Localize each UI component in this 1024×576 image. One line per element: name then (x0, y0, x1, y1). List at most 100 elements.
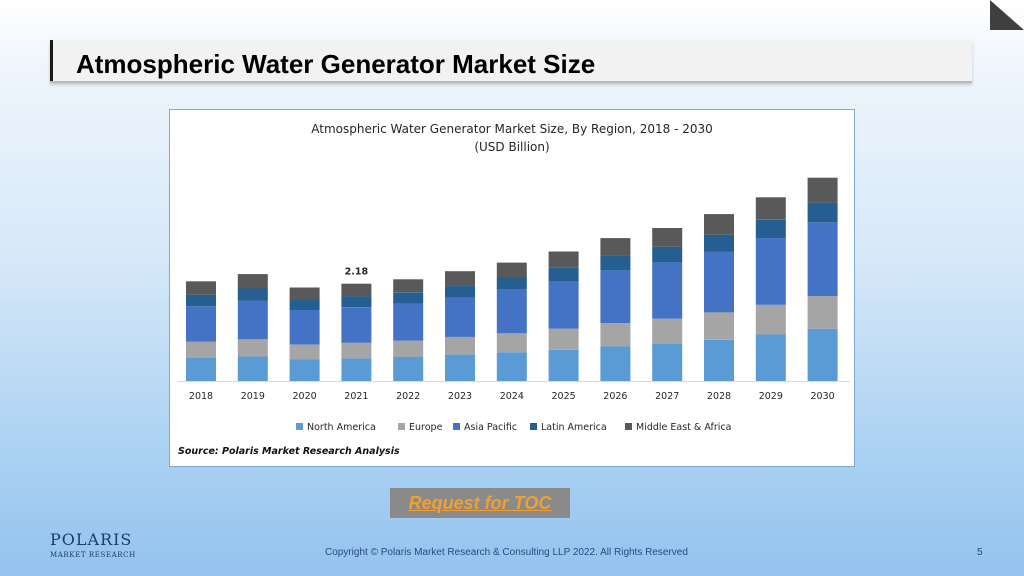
bar-middle-east-africa-2029 (755, 197, 786, 220)
data-labels: 2.18 (345, 267, 369, 278)
x-tick-label-2028: 2028 (707, 391, 731, 402)
bar-asia-pacific-2027 (652, 262, 683, 319)
bar-latin-america-2026 (600, 255, 631, 271)
legend-swatch-latin-america (530, 423, 537, 430)
bar-asia-pacific-2022 (393, 303, 424, 341)
bar-north-america-2030 (807, 328, 838, 381)
bar-north-america-2018 (186, 358, 216, 381)
x-tick-label-2022: 2022 (396, 391, 420, 402)
title-bar: Atmospheric Water Generator Market Size (50, 40, 972, 83)
bar-middle-east-africa-2027 (652, 228, 683, 247)
bar-europe-2030 (807, 296, 838, 329)
bar-asia-pacific-2026 (600, 270, 631, 323)
bar-latin-america-2019 (237, 288, 268, 301)
logo-wordmark: POLARIS (50, 530, 133, 549)
legend-label-europe: Europe (409, 422, 443, 433)
bar-asia-pacific-2024 (496, 289, 527, 334)
bar-europe-2026 (600, 323, 631, 347)
bar-europe-2027 (652, 318, 683, 344)
bar-middle-east-africa-2028 (704, 214, 734, 235)
bar-asia-pacific-2018 (186, 306, 216, 342)
bar-middle-east-africa-2030 (807, 177, 838, 203)
bar-europe-2028 (704, 312, 734, 340)
bar-latin-america-2029 (755, 219, 786, 239)
bar-asia-pacific-2020 (289, 310, 320, 345)
bar-asia-pacific-2025 (548, 281, 579, 329)
bar-middle-east-africa-2020 (289, 287, 320, 300)
page-number: 5 (977, 547, 983, 558)
x-tick-label-2021: 2021 (344, 391, 368, 402)
bar-asia-pacific-2029 (755, 238, 786, 305)
bar-latin-america-2020 (289, 299, 320, 310)
chart-legend: North America Europe Asia Pacific Latin Ame… (296, 422, 731, 433)
bar-north-america-2028 (704, 339, 734, 381)
bars-group (186, 177, 838, 381)
chart-subtitle: (USD Billion) (474, 140, 549, 154)
x-tick-label-2025: 2025 (552, 391, 576, 402)
x-tick-label-2030: 2030 (811, 391, 835, 402)
legend-label-asia-pacific: Asia Pacific (464, 422, 517, 433)
bar-europe-2024 (496, 333, 527, 353)
chart-title: Atmospheric Water Generator Market Size,… (311, 122, 713, 136)
x-tick-label-2024: 2024 (500, 391, 524, 402)
bar-north-america-2024 (496, 352, 527, 381)
bar-asia-pacific-2023 (445, 297, 475, 337)
bar-middle-east-africa-2019 (237, 274, 268, 289)
bar-latin-america-2030 (807, 202, 838, 223)
bar-north-america-2025 (548, 349, 579, 381)
x-tick-label-2026: 2026 (603, 391, 627, 402)
x-tick-label-2020: 2020 (293, 391, 317, 402)
bar-north-america-2020 (289, 359, 320, 381)
x-tick-label-2018: 2018 (189, 391, 213, 402)
bar-middle-east-africa-2025 (548, 251, 579, 268)
legend-label-middle-east-africa: Middle East & Africa (636, 422, 731, 433)
legend-label-latin-america: Latin America (541, 422, 607, 433)
bar-north-america-2021 (341, 358, 372, 381)
x-tick-label-2023: 2023 (448, 391, 472, 402)
chart-frame: Atmospheric Water Generator Market Size,… (169, 109, 855, 467)
bar-asia-pacific-2021 (341, 307, 372, 343)
logo-subtitle: MARKET RESEARCH (50, 551, 136, 559)
legend-swatch-asia-pacific (453, 423, 460, 430)
title-accent (50, 40, 53, 81)
request-toc-button[interactable]: Request for TOC (390, 488, 570, 518)
x-tick-label-2027: 2027 (655, 391, 679, 402)
bar-europe-2029 (755, 304, 786, 335)
bar-europe-2022 (393, 340, 424, 357)
bar-latin-america-2021 (341, 296, 372, 308)
bar-europe-2023 (445, 336, 475, 355)
bar-latin-america-2022 (393, 292, 424, 304)
x-tick-label-2029: 2029 (759, 391, 783, 402)
bar-europe-2018 (186, 341, 216, 358)
page-title: Atmospheric Water Generator Market Size (76, 49, 596, 79)
stacked-bar-chart: Atmospheric Water Generator Market Size,… (178, 122, 850, 433)
bar-middle-east-africa-2022 (393, 279, 424, 293)
bar-latin-america-2028 (704, 234, 734, 252)
bar-europe-2025 (548, 328, 579, 350)
bar-latin-america-2023 (445, 285, 475, 298)
bar-middle-east-africa-2024 (496, 262, 527, 277)
bar-north-america-2023 (445, 354, 475, 381)
x-tick-labels: 2018 2019 2020 2021 2022 2023 2024 2025 2026 2027… (189, 391, 835, 402)
bar-middle-east-africa-2023 (445, 271, 475, 286)
bar-europe-2019 (237, 339, 268, 357)
bar-north-america-2026 (600, 346, 631, 381)
legend-label-north-america: North America (307, 422, 376, 433)
bar-middle-east-africa-2021 (341, 283, 372, 297)
bar-asia-pacific-2030 (807, 222, 838, 297)
bar-latin-america-2027 (652, 246, 683, 263)
bar-north-america-2019 (237, 356, 268, 381)
bar-north-america-2022 (393, 357, 424, 381)
bar-asia-pacific-2019 (237, 300, 268, 340)
bar-europe-2020 (289, 344, 320, 360)
legend-swatch-middle-east-africa (625, 423, 632, 430)
polaris-logo: POLARIS MARKET RESEARCH (50, 530, 135, 563)
x-tick-label-2019: 2019 (241, 391, 265, 402)
copyright-text: Copyright © Polaris Market Research & Co… (325, 547, 688, 558)
legend-swatch-europe (398, 423, 405, 430)
bar-europe-2021 (341, 342, 372, 359)
corner-triangle-icon (990, 0, 1024, 30)
bar-latin-america-2025 (548, 267, 579, 282)
bar-middle-east-africa-2026 (600, 238, 631, 256)
bar-north-america-2029 (755, 334, 786, 381)
